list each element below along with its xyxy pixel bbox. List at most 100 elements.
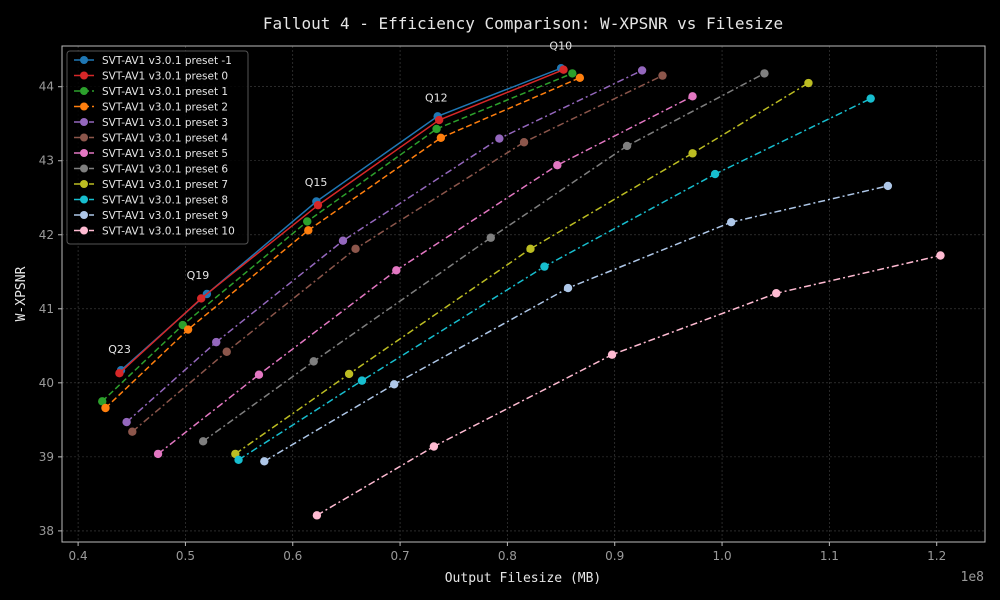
legend-label: SVT-AV1 v3.0.1 preset 1	[102, 86, 228, 98]
legend-marker	[80, 211, 88, 219]
data-point	[436, 133, 446, 142]
data-point	[389, 380, 399, 389]
legend-label: SVT-AV1 v3.0.1 preset 2	[102, 102, 228, 114]
data-point	[760, 69, 769, 78]
legend-marker	[80, 56, 88, 64]
series-line	[238, 97, 872, 461]
data-point	[98, 397, 107, 406]
x-tick-label: 0.7	[391, 549, 410, 563]
data-point	[637, 66, 647, 75]
data-point	[303, 217, 312, 226]
series-9	[234, 94, 875, 465]
data-point	[486, 233, 495, 242]
data-point	[432, 124, 441, 134]
data-point	[540, 262, 549, 271]
series-11	[312, 251, 945, 520]
y-tick-label: 38	[39, 524, 54, 538]
x-axis-label: Output Filesize (MB)	[445, 571, 602, 586]
data-point	[128, 427, 137, 436]
y-tick-label: 41	[39, 302, 54, 316]
data-point	[198, 437, 208, 446]
annotation-label: Q10	[549, 40, 572, 53]
data-point	[553, 160, 562, 170]
y-tick-label: 43	[39, 154, 54, 168]
data-point	[351, 244, 360, 254]
data-point	[392, 266, 401, 275]
data-point	[622, 141, 632, 151]
annotation-label: Q12	[425, 92, 448, 105]
data-point	[183, 325, 193, 334]
data-point	[883, 181, 893, 191]
x-tick-label: 0.4	[69, 549, 88, 563]
legend-label: SVT-AV1 v3.0.1 preset 3	[102, 117, 228, 129]
series-line	[126, 69, 643, 423]
data-point	[197, 294, 206, 303]
data-point	[607, 350, 617, 359]
y-tick-label: 39	[39, 450, 54, 464]
data-point	[254, 370, 264, 379]
data-point	[434, 115, 444, 125]
legend-marker	[80, 118, 88, 126]
data-point	[658, 71, 667, 80]
series-2	[98, 69, 577, 406]
series-line	[263, 185, 889, 462]
series-line	[316, 254, 941, 516]
data-point	[260, 457, 269, 466]
data-point	[526, 244, 535, 254]
plot-area: 0.4 0.5 0.6 0.7 0.8 0.9 1.0 1.1 1.2 38 39 40 41 42 43 4…	[39, 40, 986, 563]
data-point	[866, 94, 875, 103]
legend-marker	[80, 180, 88, 188]
data-point	[804, 78, 813, 88]
legend-marker	[80, 102, 88, 111]
data-point	[772, 289, 781, 298]
x-tick-label: 0.9	[605, 549, 624, 563]
legend-marker	[80, 195, 88, 204]
series-7	[198, 69, 769, 446]
data-point	[519, 138, 529, 147]
x-tick-label: 0.6	[283, 549, 302, 563]
series-1	[115, 65, 568, 378]
data-point	[688, 149, 697, 158]
legend-label: SVT-AV1 v3.0.1 preset 10	[102, 226, 235, 238]
data-point	[234, 455, 243, 465]
data-point	[495, 134, 504, 143]
plot-frame	[61, 45, 986, 543]
data-point	[115, 369, 124, 378]
data-point	[429, 442, 439, 451]
data-point	[212, 337, 221, 347]
x-tick-label: 1.0	[713, 549, 732, 563]
legend-label: SVT-AV1 v3.0.1 preset 5	[102, 148, 228, 160]
data-point	[559, 65, 568, 74]
series-4	[122, 66, 647, 427]
legend: SVT-AV1 v3.0.1 preset -1 SVT-AV1 v3.0.1 p…	[66, 50, 249, 245]
data-point	[344, 369, 354, 379]
legend-marker	[80, 226, 88, 235]
legend-box	[66, 50, 249, 245]
legend-label: SVT-AV1 v3.0.1 preset 0	[102, 71, 228, 83]
data-point	[710, 169, 720, 179]
x-axis-scale-label: 1e8	[961, 570, 984, 585]
x-tick-label: 0.5	[176, 549, 195, 563]
x-tick-label: 1.1	[820, 549, 839, 563]
series-6	[153, 92, 697, 459]
data-point	[304, 226, 313, 235]
annotation-label: Q15	[305, 176, 328, 189]
legend-marker	[80, 87, 88, 95]
data-point	[338, 236, 348, 245]
series-10	[260, 181, 893, 466]
series-line	[202, 72, 765, 442]
data-point	[313, 200, 323, 210]
y-tick-label: 44	[39, 80, 54, 94]
y-axis-label: W-XPSNR	[14, 266, 29, 321]
series-3	[101, 73, 585, 413]
chart-title: Fallout 4 - Efficiency Comparison: W-XPS…	[263, 14, 783, 33]
legend-label: SVT-AV1 v3.0.1 preset 4	[102, 133, 228, 145]
series-line	[234, 82, 809, 455]
data-point	[575, 73, 585, 83]
data-point	[357, 376, 367, 385]
legend-label: SVT-AV1 v3.0.1 preset 8	[102, 195, 228, 207]
x-tick-label: 0.8	[498, 549, 517, 563]
annotation-label: Q23	[108, 343, 131, 356]
data-point	[688, 92, 697, 101]
